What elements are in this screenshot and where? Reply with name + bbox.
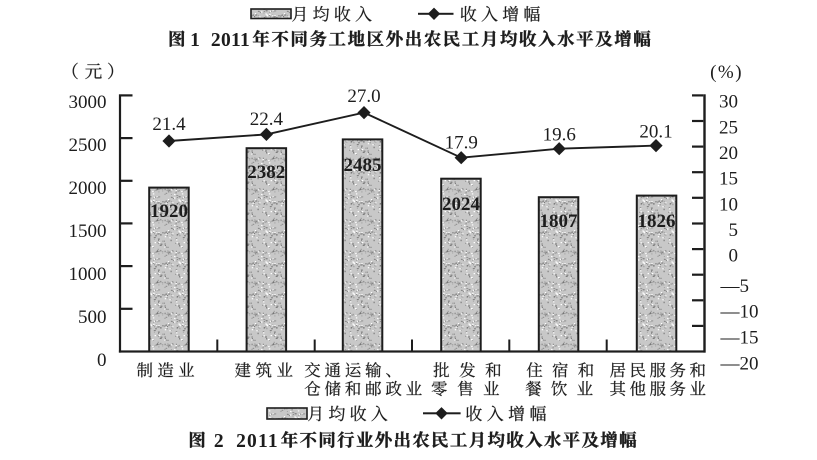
svg-text:30: 30 (719, 92, 738, 113)
svg-text:25: 25 (719, 117, 738, 138)
svg-text:21.4: 21.4 (152, 114, 186, 135)
svg-text:—15: —15 (720, 328, 759, 349)
svg-text:1000: 1000 (69, 264, 107, 285)
svg-text:2485: 2485 (344, 155, 382, 176)
svg-text:10: 10 (719, 194, 738, 215)
svg-text:(%): (%) (710, 62, 743, 83)
svg-text:15: 15 (719, 169, 738, 190)
svg-text:20: 20 (719, 143, 738, 164)
svg-text:19.6: 19.6 (543, 124, 576, 145)
svg-text:1826: 1826 (638, 211, 676, 232)
svg-text:27.0: 27.0 (347, 86, 380, 107)
svg-text:2500: 2500 (69, 135, 107, 156)
svg-text:—5: —5 (720, 276, 750, 297)
svg-text:1920: 1920 (150, 201, 188, 222)
svg-text:1: 1 (190, 30, 200, 51)
svg-text:500: 500 (78, 307, 107, 328)
svg-text:1807: 1807 (540, 211, 579, 232)
svg-text:2: 2 (214, 431, 224, 452)
svg-text:—20: —20 (720, 353, 759, 374)
svg-text:2011: 2011 (211, 30, 250, 51)
svg-text:0: 0 (97, 350, 107, 371)
svg-text:2024: 2024 (442, 194, 481, 215)
svg-text:—10: —10 (720, 302, 759, 323)
svg-text:22.4: 22.4 (250, 109, 284, 130)
svg-text:0: 0 (729, 246, 739, 267)
svg-text:1500: 1500 (69, 221, 107, 242)
svg-text:17.9: 17.9 (445, 133, 478, 154)
svg-text:5: 5 (729, 220, 739, 241)
svg-text:2382: 2382 (247, 162, 285, 183)
svg-text:2011: 2011 (236, 431, 279, 452)
svg-text:3000: 3000 (69, 92, 107, 113)
svg-text:20.1: 20.1 (639, 121, 672, 142)
svg-text:2000: 2000 (69, 178, 107, 199)
